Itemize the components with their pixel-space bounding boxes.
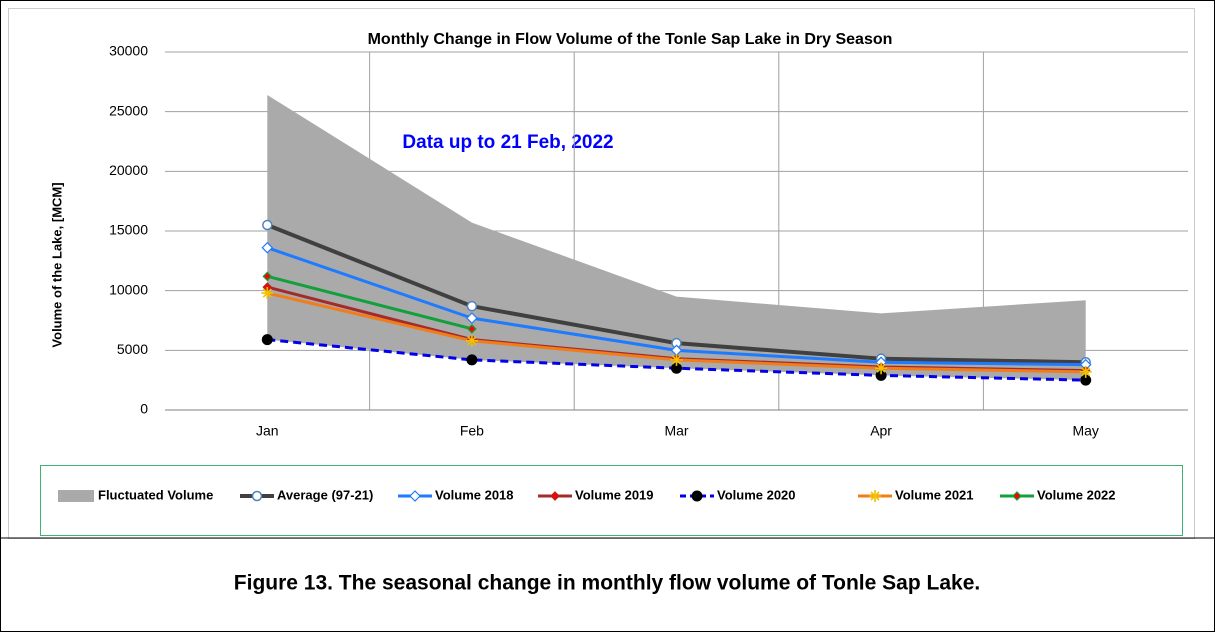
legend: Fluctuated Volume Average (97-21) Volume 2… [58,487,1116,502]
marker [262,219,273,231]
marker [466,300,478,312]
x-tick-label: Feb [460,423,484,439]
marker [1079,365,1092,378]
marker [1012,491,1022,501]
y-tick-label: 25000 [109,102,148,118]
y-tick-label: 15000 [109,222,148,238]
legend-label: Volume 2018 [435,487,514,502]
area [267,94,1086,381]
x-tick-label: Apr [870,423,892,439]
marker [670,353,683,366]
marker [409,490,421,502]
chart-title: Monthly Change in Flow Volume of the Ton… [368,31,893,48]
marker [467,324,477,334]
y-tick-label: 0 [140,401,148,417]
x-tick-label: Jan [256,423,279,439]
marker [875,362,888,375]
annotation: Data up to 21 Feb, 2022 [402,132,613,153]
marker [691,490,703,502]
y-tick-label: 10000 [109,281,148,297]
y-tick-label: 20000 [109,162,148,178]
marker [1080,374,1092,386]
marker [251,490,263,502]
x-tick-label: May [1072,423,1098,439]
marker [262,271,273,282]
legend-label: Average (97-21) [277,487,373,502]
legend-label: Volume 2020 [717,487,796,502]
legend-label: Volume 2021 [895,487,974,502]
y-tick-label: 30000 [109,43,148,59]
legend-swatch [58,490,94,502]
marker [875,369,887,381]
marker [261,241,274,254]
plot-data [261,94,1092,386]
line [266,274,473,331]
marker [550,491,560,501]
marker [261,334,273,346]
x-tick-label: Mar [664,423,688,439]
marker [466,312,478,324]
marker [671,362,682,374]
caption: Figure 13. The seasonal change in monthl… [234,572,980,595]
legend-label: Volume 2019 [575,487,654,502]
legend-label: Volume 2022 [1037,487,1116,502]
marker [869,490,881,502]
marker [261,287,274,300]
marker [466,354,478,366]
y-axis-label: Volume of the Lake, [MCM] [49,182,64,347]
legend-box [40,465,1183,536]
legend-label: Fluctuated Volume [98,487,213,502]
y-tick-label: 5000 [117,341,148,357]
marker [465,334,478,347]
